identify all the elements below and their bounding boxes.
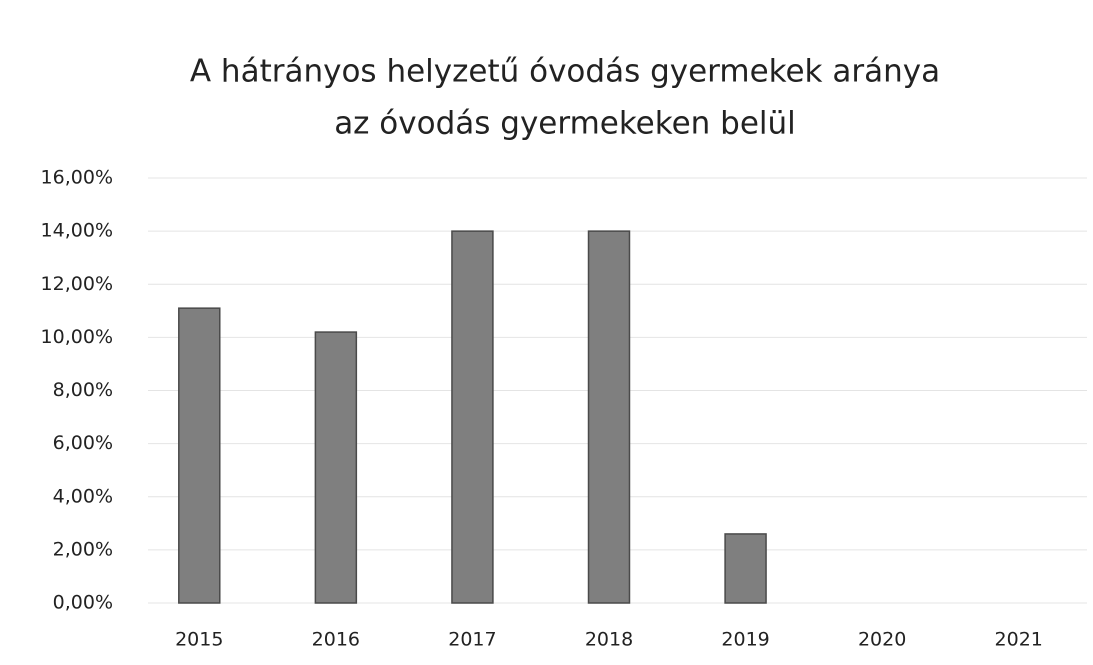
bar: [451, 230, 494, 604]
x-tick-label: 2017: [448, 629, 496, 651]
chart-title: az óvodás gyermekeken belül: [334, 106, 796, 142]
x-tick-label: 2020: [858, 629, 906, 651]
bar: [724, 533, 767, 604]
y-tick-label: 10,00%: [41, 326, 113, 348]
bar: [587, 230, 631, 604]
y-tick-label: 8,00%: [53, 379, 113, 401]
x-tick-label: 2019: [721, 629, 769, 651]
y-tick-label: 12,00%: [41, 273, 113, 295]
bar: [314, 331, 358, 604]
x-tick-label: 2018: [585, 629, 633, 651]
bar: [178, 307, 221, 604]
y-tick-label: 16,00%: [41, 167, 113, 189]
y-tick-label: 14,00%: [41, 220, 113, 242]
y-tick-label: 2,00%: [53, 538, 113, 560]
chart-title: A hátrányos helyzetű óvodás gyermekek ar…: [190, 54, 940, 90]
x-tick-label: 2021: [995, 629, 1043, 651]
x-tick-label: 2015: [175, 629, 223, 651]
x-tick-label: 2016: [312, 629, 360, 651]
y-tick-label: 6,00%: [53, 432, 113, 454]
y-tick-label: 0,00%: [53, 592, 113, 614]
y-tick-label: 4,00%: [53, 485, 113, 507]
